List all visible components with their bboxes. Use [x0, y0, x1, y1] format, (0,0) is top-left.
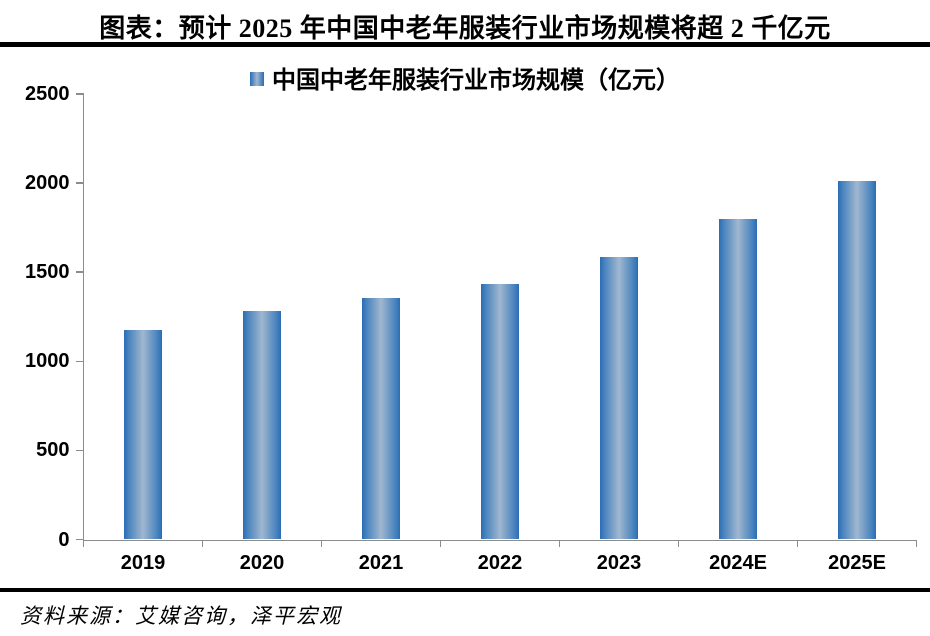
chart-legend: 中国中老年服装行业市场规模（亿元） [0, 60, 930, 95]
y-axis-tick [75, 93, 84, 95]
y-axis-tick [75, 538, 84, 541]
bar [243, 311, 281, 540]
y-axis-tick [75, 182, 84, 184]
x-axis-tick [439, 539, 442, 547]
y-axis-label: 2500 [25, 83, 70, 105]
legend-swatch-icon [250, 71, 264, 86]
y-axis-label: 1500 [25, 261, 70, 284]
bar [838, 180, 876, 540]
bar [600, 257, 638, 540]
y-axis-label: 1000 [25, 350, 70, 373]
x-axis-label: 2019 [120, 551, 166, 574]
x-axis-tick [915, 539, 918, 547]
y-axis-tick [75, 449, 84, 452]
x-axis-label: 2025E [828, 551, 886, 574]
y-axis-label: 500 [36, 439, 70, 462]
x-axis-tick [558, 539, 561, 547]
legend-label: 中国中老年服装行业市场规模（亿元） [272, 67, 680, 94]
x-axis-tick [677, 539, 680, 547]
bar [124, 329, 162, 540]
x-axis-tick [320, 539, 323, 547]
bar [481, 283, 519, 540]
figure-title: 图表：预计 2025 年中国中老年服装行业市场规模将超 2 千亿元 [99, 14, 831, 43]
y-axis-label: 0 [58, 528, 70, 551]
y-axis-tick [75, 271, 84, 273]
source-note: 资料来源：艾媒咨询，泽平宏观 [20, 604, 342, 628]
x-axis-label: 2023 [596, 551, 642, 574]
x-axis-tick [796, 539, 799, 547]
x-axis-label: 2022 [477, 551, 523, 574]
y-axis-label: 2000 [25, 172, 70, 195]
x-axis-label: 2020 [239, 551, 285, 574]
x-axis-tick [201, 539, 204, 547]
y-axis-tick [75, 360, 84, 363]
bar [362, 297, 400, 540]
x-axis-line [82, 539, 918, 542]
x-axis-tick [82, 539, 85, 547]
title-divider [0, 42, 930, 47]
source-divider [0, 588, 930, 592]
x-axis-label: 2024E [709, 551, 767, 574]
bar [719, 219, 757, 540]
y-axis-line [82, 94, 85, 542]
x-axis-label: 2021 [358, 551, 404, 574]
